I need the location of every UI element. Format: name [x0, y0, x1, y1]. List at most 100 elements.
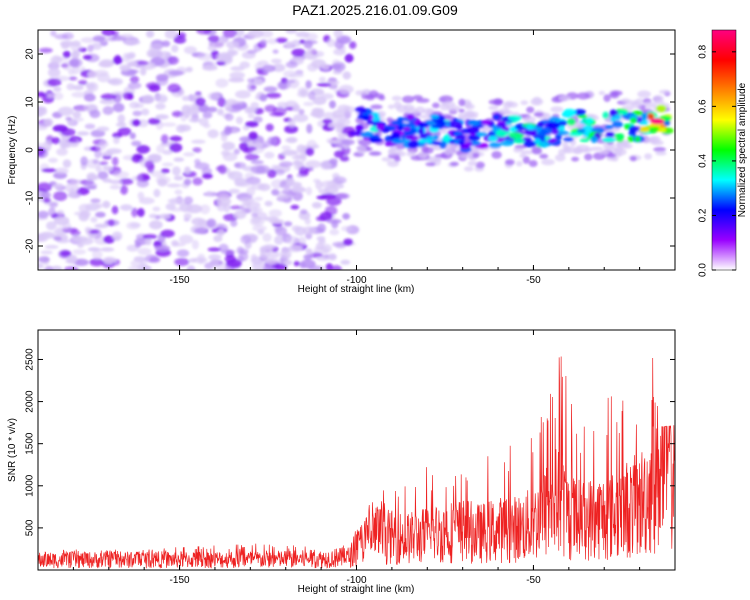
spectrogram-noise-blob — [43, 197, 52, 203]
spectrogram-noise-blob — [304, 217, 311, 225]
spectrogram-noise-blob — [316, 195, 329, 200]
spectrogram-noise-blob — [94, 223, 109, 229]
snr-frame — [37, 329, 676, 571]
spectrogram-noise-blob — [328, 253, 337, 261]
spectrogram-noise-blob — [142, 94, 155, 105]
spectrogram-signal-blob — [634, 136, 641, 143]
spectrogram-noise-blob — [66, 83, 75, 91]
spectrogram-noise-blob — [102, 151, 114, 156]
spectrogram-noise-blob — [66, 254, 78, 264]
spectrogram-noise-blob — [44, 118, 54, 127]
spectrogram-noise-blob — [183, 178, 192, 186]
spectrogram-noise-blob — [161, 122, 177, 127]
spectrogram-noise-blob — [333, 150, 345, 158]
spectrogram-noise-blob — [117, 127, 132, 136]
spectrogram-noise-blob — [72, 85, 84, 91]
spectrogram-noise-blob — [315, 242, 324, 250]
spectrogram-frame — [37, 29, 676, 271]
spectrogram-signal-halo — [488, 105, 499, 111]
spectrogram-noise-blob — [142, 234, 158, 240]
spectrogram-noise-blob — [46, 93, 54, 99]
spectrogram-signal-blob — [390, 120, 404, 126]
spectrogram-noise-blob — [293, 113, 309, 123]
spectrogram-noise-blob — [44, 244, 59, 249]
spectrogram-noise-blob — [41, 168, 57, 173]
spectrogram-noise-blob — [291, 48, 306, 57]
spectrogram-noise-blob — [176, 124, 186, 133]
spectrogram-noise-blob — [134, 241, 142, 248]
spectrogram-noise-blob — [109, 179, 122, 185]
spectrogram-noise-blob — [329, 158, 338, 165]
spectrogram-noise-blob — [144, 254, 158, 263]
spectrogram-noise-blob — [233, 148, 240, 155]
spectrogram-signal-halo — [406, 107, 418, 116]
spectrogram-noise-blob — [285, 41, 295, 48]
spectrogram-noise-blob — [78, 203, 91, 213]
spectrogram-signal-halo — [358, 139, 372, 146]
spectrogram-noise-blob — [250, 160, 264, 165]
spectrogram-signal-blob — [577, 128, 586, 134]
spectrogram-noise-blob — [50, 56, 63, 65]
spectrogram-noise-blob — [38, 182, 52, 192]
spectrogram-noise-blob — [251, 216, 261, 224]
spectrogram-noise-blob — [72, 235, 88, 243]
spectrogram-noise-blob — [191, 239, 199, 250]
spectrogram-noise-blob — [288, 118, 296, 128]
spectrogram-noise-blob — [336, 192, 350, 200]
spectrogram-noise-blob — [137, 191, 145, 200]
spectrogram-noise-blob — [342, 213, 350, 220]
spectrogram-noise-blob — [341, 225, 353, 232]
spectrogram-noise-blob — [326, 180, 337, 189]
spectrogram-noise-blob — [112, 56, 123, 65]
spectrogram-signal-blob — [604, 124, 614, 130]
spectrogram-noise-blob — [87, 44, 94, 53]
spectrogram-noise-blob — [119, 65, 131, 72]
spectrogram-noise-blob — [332, 109, 345, 119]
spectrogram-signal-halo — [641, 137, 656, 143]
spectrogram-signal-halo — [576, 92, 591, 100]
spectrogram-noise-blob — [47, 78, 62, 87]
spectrogram-noise-blob — [271, 58, 282, 64]
spectrogram-noise-blob — [53, 86, 62, 92]
spectrogram-noise-blob — [311, 202, 322, 209]
spectrogram-noise-blob — [88, 247, 100, 252]
spectrogram-noise-blob — [153, 188, 161, 198]
spectrogram-signal-halo — [513, 147, 524, 153]
spectrogram-noise-blob — [318, 188, 330, 195]
spectrogram-signal-halo — [625, 100, 639, 106]
spectrogram-noise-blob — [47, 67, 61, 78]
spectrogram-noise-blob — [264, 200, 273, 207]
spectrogram-noise-blob — [293, 261, 301, 267]
spectrogram-noise-blob — [92, 250, 103, 260]
spectrogram-noise-blob — [324, 205, 338, 216]
spectrogram-noise-blob — [84, 226, 91, 234]
spectrogram-signal-blob — [488, 135, 499, 142]
spectrogram-noise-blob — [166, 183, 182, 188]
spectrogram-noise-blob — [206, 190, 213, 197]
spectrogram-noise-blob — [272, 63, 286, 72]
spectrogram-signal-blob — [646, 113, 655, 120]
spectrogram-noise-blob — [316, 236, 326, 242]
spectrogram-signal-halo — [467, 160, 478, 167]
spectrogram-signal-blob — [430, 114, 440, 120]
spectrogram-noise-blob — [275, 169, 285, 176]
spectrogram-noise-blob — [95, 211, 106, 218]
spectrogram-noise-blob — [160, 134, 169, 144]
spectrogram-noise-blob — [229, 71, 245, 79]
spectrogram-noise-blob — [78, 79, 88, 86]
spectrogram-noise-blob — [325, 263, 333, 270]
spectrogram-signal-halo — [589, 146, 604, 151]
spectrogram-signal-blob — [349, 131, 364, 136]
spectrogram-noise-blob — [154, 245, 171, 252]
spectrogram-noise-blob — [76, 131, 90, 136]
spectrogram-noise-blob — [38, 142, 44, 148]
spectrogram-noise-blob — [267, 136, 276, 145]
spectrogram-noise-blob — [277, 101, 289, 108]
spectrogram-noise-blob — [236, 246, 244, 255]
spectrogram-noise-blob — [120, 33, 134, 39]
spectrogram-signal-halo — [458, 98, 466, 107]
spectrogram-noise-blob — [53, 236, 62, 241]
spectrogram-signal-halo — [472, 152, 480, 159]
spectrogram-noise-blob — [251, 212, 258, 218]
spectrogram-noise-blob — [253, 116, 263, 123]
